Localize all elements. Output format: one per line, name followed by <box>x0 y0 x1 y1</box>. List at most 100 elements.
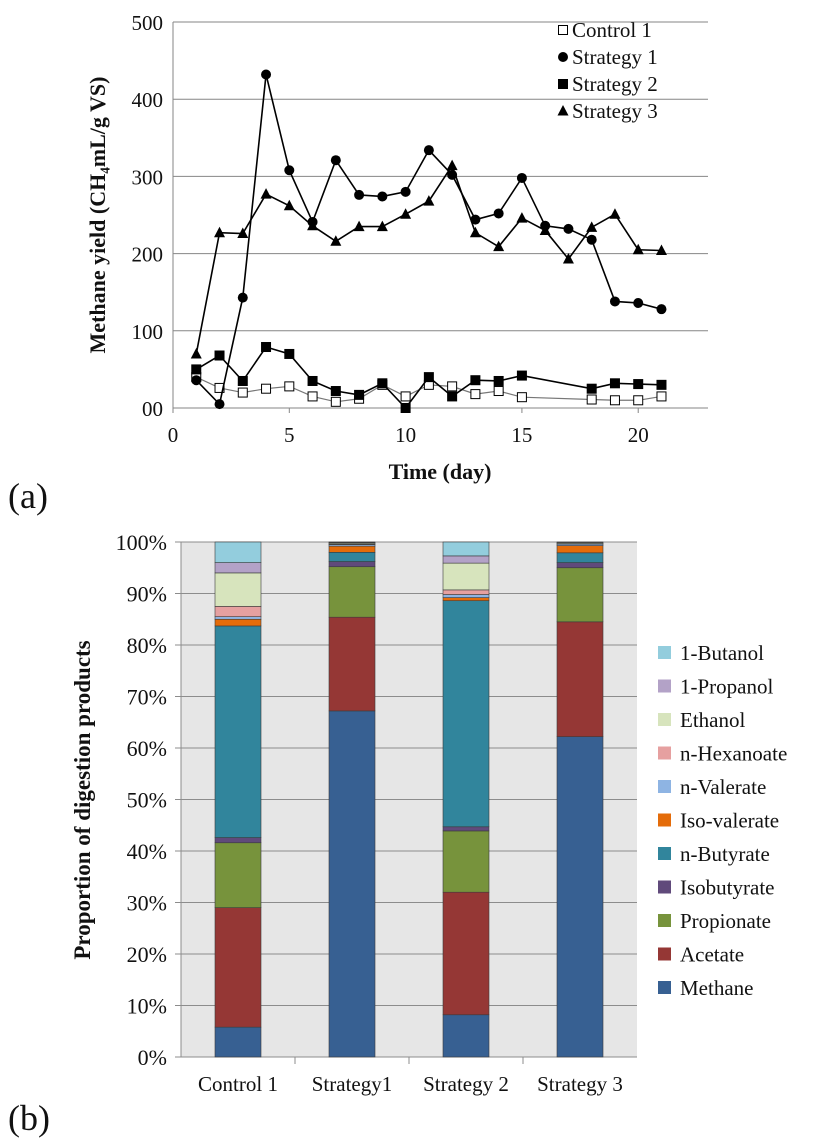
y-tick-label-100: 100 <box>132 320 164 344</box>
bar-segment-control-1-iso-valerate <box>214 618 262 627</box>
legend-marker-control-1 <box>558 25 568 35</box>
point-control-1-day-6 <box>307 391 318 402</box>
point-strategy-3-day-10 <box>400 208 412 219</box>
y-tick-label-b-20: 20% <box>127 942 167 967</box>
bar-segment-control-1-n-butyrate <box>214 625 262 838</box>
point-control-1-day-20 <box>633 395 644 406</box>
legend-swatch-propionate <box>658 914 671 927</box>
bar-segment-strategy-3-isobutyrate <box>556 562 604 569</box>
legend-label-n-butyrate: n-Butyrate <box>680 842 770 866</box>
legend-marker-strategy-2 <box>558 79 568 89</box>
y-tick-label-b-80: 80% <box>127 633 167 658</box>
point-control-1-day-10 <box>400 391 411 402</box>
legend-label-strategy-1: Strategy 1 <box>572 45 658 69</box>
bar-segment-control-1-n-valerate <box>214 616 262 620</box>
point-strategy-3-day-18 <box>586 221 598 232</box>
legend-swatch-n-butyrate <box>658 847 671 860</box>
bar-segment-strategy-2-1-propanol <box>442 555 490 564</box>
bar-segment-strategy1-n-butyrate <box>328 551 376 562</box>
point-strategy-1-day-9 <box>377 191 388 202</box>
point-control-1-day-13 <box>470 389 481 400</box>
bar-segment-strategy-2-iso-valerate <box>442 597 490 602</box>
series-strategy-3 <box>190 159 667 359</box>
point-strategy-1-day-10 <box>400 186 411 197</box>
x-category-label-strategy1: Strategy1 <box>312 1072 392 1096</box>
bar-segment-strategy1-1-butanol <box>328 541 376 543</box>
point-strategy-2-day-9 <box>377 378 388 389</box>
point-strategy-2-day-1 <box>191 364 202 375</box>
legend-label-methane: Methane <box>680 976 753 1000</box>
legend-marker-strategy-1 <box>558 52 568 62</box>
point-strategy-1-day-13 <box>470 214 481 225</box>
legend-label-n-valerate: n-Valerate <box>680 775 766 799</box>
point-strategy-2-day-10 <box>400 403 411 413</box>
point-strategy-3-day-3 <box>237 227 249 239</box>
point-strategy-2-day-3 <box>237 375 248 386</box>
legend-label-n-hexanoate: n-Hexanoate <box>680 742 787 766</box>
x-tick-label-0: 0 <box>168 423 179 447</box>
legend-label-strategy-2: Strategy 2 <box>572 72 658 96</box>
point-strategy-1-day-20 <box>633 298 644 309</box>
point-control-1-day-3 <box>237 387 248 398</box>
y-tick-label-b-0: 0% <box>138 1045 167 1070</box>
legend-swatch-ethanol <box>658 713 671 726</box>
point-control-1-day-14 <box>493 386 504 397</box>
point-strategy-1-day-1 <box>191 375 202 386</box>
legend-swatch-n-hexanoate <box>658 746 671 760</box>
point-strategy-1-day-7 <box>330 155 341 166</box>
bar-segment-control-1-isobutyrate <box>214 837 262 844</box>
point-strategy-3-day-19 <box>609 208 621 219</box>
point-strategy-3-day-4 <box>260 188 272 199</box>
point-strategy-1-day-14 <box>493 208 504 219</box>
legend-swatch-methane <box>658 981 671 994</box>
point-control-1-day-7 <box>330 396 341 407</box>
panel-b-stacked-bar-chart: 0% 10% 20% 30% 40% 50% 60% 70% 80% 90% 100% Control… <box>8 530 787 1138</box>
bar-segment-strategy-2-n-hexanoate <box>442 589 490 595</box>
bar-segment-control-1-acetate <box>214 907 262 1028</box>
legend-marker-strategy-3 <box>557 105 569 116</box>
point-strategy-1-day-4 <box>261 69 272 80</box>
point-strategy-2-day-14 <box>493 375 504 386</box>
bar-segment-strategy-2-n-butyrate <box>442 600 490 828</box>
y-axis-title: Methane yield (CH₄mL/g VS) <box>85 77 110 354</box>
bar-segment-strategy-2-methane <box>442 1014 490 1058</box>
point-control-1-day-19 <box>609 395 620 406</box>
point-control-1-day-12 <box>447 381 458 392</box>
y-tick-label-b-60: 60% <box>127 736 167 761</box>
bar-stack-strategy-3 <box>556 541 604 1058</box>
y-tick-label-b-40: 40% <box>127 839 167 864</box>
bar-segment-control-1-n-hexanoate <box>214 606 262 617</box>
point-strategy-2-day-15 <box>516 370 527 381</box>
point-control-1-day-2 <box>214 382 225 393</box>
bar-stack-strategy-2 <box>442 541 490 1058</box>
point-strategy-1-day-2 <box>214 399 225 410</box>
bar-segment-strategy-2-n-valerate <box>442 594 490 598</box>
point-control-1-day-4 <box>261 383 272 394</box>
point-strategy-2-day-13 <box>470 375 481 386</box>
point-strategy-1-day-11 <box>423 145 434 156</box>
x-category-label-strategy-3: Strategy 3 <box>537 1072 623 1096</box>
y-tick-label-b-90: 90% <box>127 582 167 607</box>
point-strategy-3-day-11 <box>423 195 435 206</box>
series-control-1 <box>191 372 667 407</box>
point-strategy-2-day-20 <box>633 379 644 390</box>
point-strategy-3-day-17 <box>562 253 574 264</box>
bar-stack-control-1 <box>214 541 262 1058</box>
point-strategy-1-day-8 <box>354 189 365 200</box>
y-tick-label-b-10: 10% <box>127 994 167 1019</box>
bar-segment-strategy-3-n-butyrate <box>556 552 604 563</box>
legend-label-iso-valerate: Iso-valerate <box>680 809 779 833</box>
bar-segment-strategy-2-propionate <box>442 830 490 893</box>
bar-segment-strategy1-methane <box>328 710 376 1058</box>
legend-label-acetate: Acetate <box>680 943 744 967</box>
y-tick-label-200: 200 <box>132 243 164 267</box>
y-tick-label-b-30: 30% <box>127 891 167 916</box>
bar-segment-strategy-3-acetate <box>556 621 604 737</box>
bar-segment-strategy-3-methane <box>556 736 604 1058</box>
point-strategy-2-day-18 <box>586 383 597 394</box>
point-strategy-2-day-7 <box>330 386 341 397</box>
point-strategy-3-day-5 <box>283 199 295 211</box>
point-strategy-2-day-21 <box>656 379 667 390</box>
legend-swatch-1-propanol <box>658 679 671 693</box>
